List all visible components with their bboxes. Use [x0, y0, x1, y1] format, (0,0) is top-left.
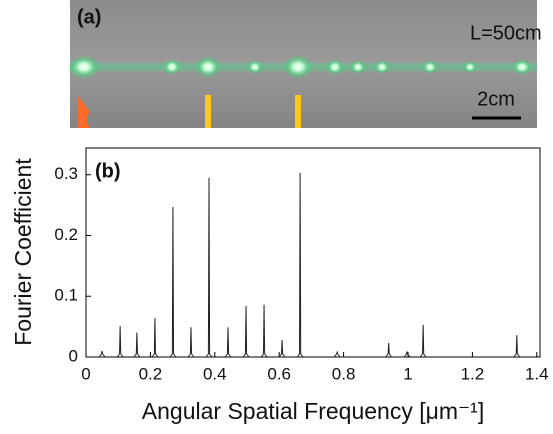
x-tick-label: 0.8: [332, 364, 356, 383]
y-tick-label: 0.3: [54, 164, 78, 183]
spike: [224, 327, 232, 358]
y-axis-title: Fourier Coefficient: [10, 158, 36, 346]
y-tick-label: 0: [69, 346, 78, 365]
origin-marker: [81, 112, 87, 128]
spike: [205, 177, 213, 358]
y-tick-label: 0.1: [54, 286, 78, 305]
spike: [385, 342, 393, 358]
spike: [242, 305, 250, 358]
x-tick-label: 0: [81, 364, 90, 383]
spike: [187, 327, 195, 358]
scale-label: 2cm: [477, 88, 515, 110]
spike: [403, 350, 411, 358]
x-tick-label: 1.4: [525, 364, 549, 383]
spike: [296, 172, 304, 358]
spike: [513, 335, 521, 358]
spike: [98, 350, 106, 358]
spike: [151, 318, 159, 358]
panel-label: (a): [77, 6, 101, 28]
spike: [169, 206, 177, 358]
x-tick-label: 0.4: [203, 364, 227, 383]
panel-label: (b): [95, 160, 121, 182]
x-tick-label: 1.2: [461, 364, 485, 383]
x-tick-label: 1: [403, 364, 412, 383]
y-tick-label: 0.2: [54, 225, 78, 244]
spike: [116, 326, 124, 358]
x-tick-label: 0.2: [139, 364, 163, 383]
spike: [278, 339, 286, 358]
spike: [260, 304, 268, 358]
photo-panel: (a) L=50cm 2cm: [68, 0, 542, 128]
spike: [133, 332, 141, 358]
spike: [333, 350, 341, 358]
x-tick-label: 0.6: [267, 364, 291, 383]
beam-spots: [68, 55, 532, 79]
talbot-marker: [205, 95, 211, 128]
talbot-marker: [295, 95, 301, 128]
plot-frame: [85, 147, 541, 358]
length-label: L=50cm: [470, 22, 542, 44]
x-axis-title: Angular Spatial Frequency [μm⁻¹]: [142, 398, 484, 424]
spike: [419, 324, 427, 358]
